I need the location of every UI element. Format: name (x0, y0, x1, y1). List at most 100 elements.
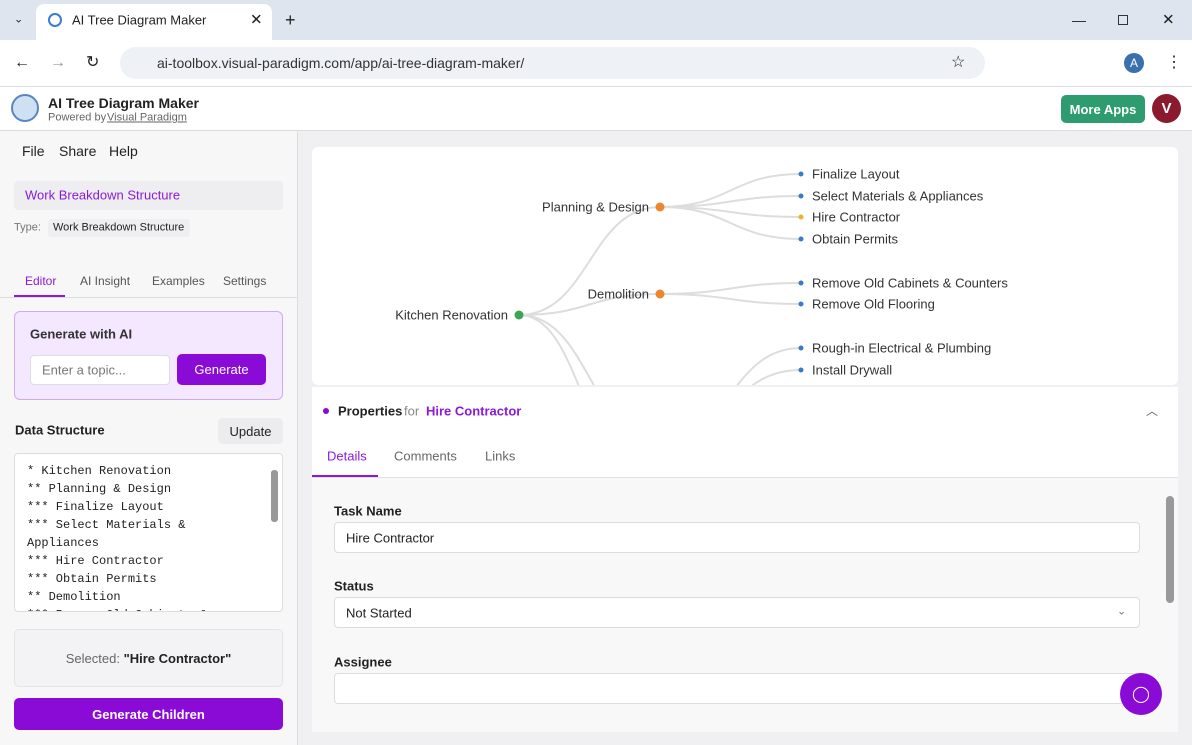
back[interactable]: ← (14, 54, 30, 71)
properties-tab[interactable]: Links (485, 448, 516, 464)
structure-line: *** Select Materials & Appliances (27, 518, 193, 550)
field-label: Status (334, 578, 374, 594)
structure-line: *** Finalize Layout (27, 500, 164, 514)
node-label[interactable]: Select Materials & Appliances (812, 189, 984, 204)
properties-target: Hire Contractor (426, 403, 522, 419)
tab-icon (48, 13, 62, 27)
generate-children[interactable]: Generate Children (14, 698, 283, 730)
node-label[interactable]: Remove Old Flooring (812, 297, 935, 312)
structure-line: ** Demolition (27, 590, 121, 604)
node-label[interactable]: Demolition (588, 287, 649, 302)
diagram: Kitchen Renovation Planning & Design Demol… (395, 167, 1008, 385)
data-textarea[interactable]: * Kitchen Renovation ** Planning & Design… (14, 453, 283, 612)
new-tab[interactable]: + (285, 10, 296, 30)
node-dot (798, 301, 804, 307)
link (659, 293, 802, 305)
node-label[interactable]: Rough-in Electrical & Plumbing (812, 341, 991, 356)
node-dot (798, 171, 804, 177)
app-logo (11, 94, 39, 122)
sidebar-tab[interactable]: AI Insight (80, 274, 131, 288)
select-arrow: ⌄ (1117, 605, 1127, 618)
minimize[interactable]: — (1072, 12, 1086, 28)
scrollbar[interactable] (271, 470, 278, 522)
selection-value: "Hire Contractor" (123, 650, 232, 666)
sidebar-tab[interactable]: Settings (223, 274, 267, 288)
active-tab[interactable] (36, 4, 272, 40)
tab-indicator (312, 475, 378, 477)
properties-tab[interactable]: Details (327, 448, 367, 464)
structure-line: *** Obtain Permits (27, 572, 157, 586)
data-structure-title: Data Structure (15, 422, 105, 438)
powered-by: Powered by (48, 111, 107, 124)
tab-close[interactable]: ✕ (250, 11, 263, 29)
node-dot (798, 236, 804, 242)
node-label[interactable]: Planning & Design (542, 200, 649, 215)
node-label[interactable]: Kitchen Renovation (395, 308, 508, 323)
node-dot (514, 310, 524, 320)
selection-label: Selected: (65, 650, 120, 666)
brand-link[interactable]: Visual Paradigm (107, 111, 187, 124)
field-value: Hire Contractor (346, 530, 435, 546)
bookmark[interactable]: ☆ (951, 54, 966, 71)
sidebar-tab[interactable]: Examples (152, 274, 205, 288)
collapse[interactable]: ︿ (1146, 404, 1159, 418)
topic-placeholder: Enter a topic... (42, 362, 126, 378)
node-label[interactable]: Finalize Layout (812, 167, 900, 182)
node-label[interactable]: Install Drywall (812, 363, 892, 378)
user-avatar[interactable]: V (1152, 94, 1181, 123)
node-dot (798, 345, 804, 351)
tab-menu[interactable]: ⌄ (14, 13, 24, 26)
topic-input[interactable] (30, 355, 170, 385)
link (736, 347, 802, 385)
address-bar[interactable] (120, 47, 985, 79)
structure-line: *** Remove Old Cabinets & Countertops (27, 606, 264, 611)
node-label[interactable]: Remove Old Cabinets & Counters (812, 276, 1008, 291)
assignee-input[interactable] (334, 673, 1140, 704)
menu-item[interactable]: Help (109, 143, 138, 159)
doc-name-box[interactable] (14, 181, 283, 210)
node-label[interactable]: Obtain Permits (812, 232, 898, 247)
close-window[interactable]: ✕ (1162, 11, 1175, 29)
scrollbar[interactable] (1166, 496, 1174, 603)
status-select[interactable] (334, 597, 1140, 628)
browser-menu[interactable]: ⋮ (1166, 54, 1182, 71)
node-dot (798, 367, 804, 373)
structure-line: * Kitchen Renovation (27, 464, 172, 478)
doc-name[interactable]: Work Breakdown Structure (25, 187, 181, 203)
node-dot (655, 202, 665, 212)
profile[interactable]: A (1124, 53, 1144, 73)
link (518, 314, 580, 385)
properties-for: for (404, 403, 420, 419)
tab-title: AI Tree Diagram Maker (72, 12, 207, 28)
node-dot (655, 289, 665, 299)
type-badge (48, 219, 190, 237)
maximize[interactable] (1118, 15, 1128, 25)
update-button[interactable]: Update (218, 418, 283, 444)
menu-item[interactable]: File (22, 143, 45, 159)
chat-button[interactable]: ◯ (1120, 673, 1162, 715)
link (659, 282, 802, 295)
link (518, 293, 661, 316)
more-apps[interactable]: More Apps (1061, 95, 1145, 123)
field-value: Not Started (346, 605, 412, 621)
forward[interactable]: → (50, 54, 66, 71)
node-dot (798, 280, 804, 286)
app-header (0, 86, 1192, 131)
task-name-input[interactable] (334, 522, 1140, 553)
properties-title: Properties (338, 403, 403, 419)
link (518, 314, 595, 385)
diagram-panel (312, 147, 1178, 385)
link (659, 206, 802, 240)
node-dot (798, 214, 804, 220)
generate-button[interactable]: Generate (177, 354, 266, 385)
url[interactable]: ai-toolbox.visual-paradigm.com/app/ai-tr… (157, 55, 525, 71)
structure-line: ** Planning & Design (27, 482, 172, 496)
node-label[interactable]: Hire Contractor (812, 210, 901, 225)
sidebar-tab[interactable]: Editor (25, 274, 57, 288)
reload[interactable]: ↻ (86, 54, 100, 71)
menu-item[interactable]: Share (59, 143, 97, 159)
tab-divider (312, 477, 1178, 478)
properties-tab[interactable]: Comments (394, 448, 457, 464)
tab-indicator (14, 295, 65, 297)
